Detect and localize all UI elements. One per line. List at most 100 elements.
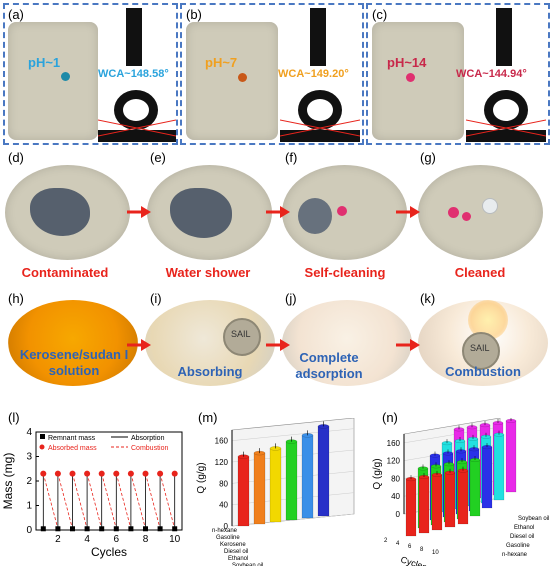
disk-cleaned — [418, 165, 543, 260]
combustion-line — [130, 473, 146, 529]
x-tick-label: 6 — [114, 534, 120, 545]
series-category-label: Ethanol — [514, 525, 534, 531]
bar — [431, 474, 443, 531]
y-tick-label: 0 — [224, 522, 229, 531]
combustion-line — [72, 473, 88, 529]
y-tick-label: 160 — [215, 437, 229, 446]
bar — [285, 441, 298, 521]
bar — [301, 435, 314, 519]
wca-label-b: WCA~149.20° — [278, 68, 349, 80]
droplet-b — [238, 73, 247, 82]
coin-text-k: SAIL — [470, 343, 490, 353]
remnant-point — [55, 526, 61, 532]
absorbed-point — [54, 470, 61, 477]
caption-combustion: Combustion — [445, 364, 521, 379]
panel-c-frame — [366, 3, 550, 145]
contaminant-patch-e — [170, 188, 232, 238]
y-tick-label: 80 — [219, 479, 228, 488]
bar — [493, 434, 505, 501]
y-tick-label: 0 — [396, 510, 401, 519]
y-axis-title: Q (g/g) — [372, 458, 383, 489]
chart-l-mass-cycles: 0 1 2 3 4 2 4 6 8 10 Cycles Mass (mg) Remnant mass Ab… — [1, 427, 183, 559]
contact-angle-image-a — [98, 8, 176, 142]
panel-label-c: (c) — [372, 7, 388, 22]
ph-label-a: pH~1 — [28, 55, 61, 70]
panel-label-f: (f) — [285, 150, 298, 165]
bar — [405, 478, 417, 537]
y-tick-label: 120 — [215, 458, 229, 467]
bar — [317, 426, 330, 517]
panel-label-e: (e) — [150, 150, 166, 165]
panel-label-l: (l) — [8, 410, 20, 425]
panel-label-n: (n) — [382, 410, 398, 425]
bar — [269, 448, 282, 523]
ph-label-b: pH~7 — [205, 55, 238, 70]
absorbed-point — [69, 470, 76, 477]
panel-label-j: (j) — [285, 291, 297, 306]
caption-absorbing: Absorbing — [177, 364, 243, 379]
y-tick-label: 120 — [387, 457, 401, 466]
series-category-label: Gasoline — [506, 543, 530, 549]
x-tick-label: 10 — [169, 534, 181, 545]
x-category-label: n-hexane — [212, 528, 238, 534]
arrow-right-icon — [127, 206, 151, 218]
bar — [444, 472, 456, 528]
contaminant-patch-f — [298, 198, 332, 234]
legend-absorbed: Absorbed mass — [48, 445, 97, 452]
panel-label-h: (h) — [8, 291, 24, 306]
bar — [469, 459, 481, 517]
x-axis-title: Cycles — [91, 545, 127, 559]
arrow-right-icon — [266, 206, 290, 218]
dish-kerosene — [8, 300, 138, 386]
panel-label-i: (i) — [150, 291, 162, 306]
wca-label-c: WCA~144.94° — [456, 68, 527, 80]
wca-label-a: WCA~148.58° — [98, 68, 169, 80]
absorbed-point — [157, 470, 164, 477]
series-category-label: n-hexane — [502, 552, 528, 558]
arrow-right-icon — [396, 339, 420, 351]
combustion-line — [159, 473, 176, 529]
caption-water-shower: Water shower — [165, 265, 251, 280]
bar — [237, 456, 250, 527]
absorbed-point — [98, 470, 105, 477]
remnant-point — [113, 526, 119, 532]
absorbed-point — [142, 470, 149, 477]
absorbed-point — [113, 470, 120, 477]
y-tick-label: 40 — [391, 492, 400, 501]
dish-complete-adsorption — [282, 300, 412, 386]
legend-remnant: Remnant mass — [48, 435, 96, 442]
panel-label-m: (m) — [198, 410, 218, 425]
x-tick-label: 8 — [143, 534, 149, 545]
x-category-label: Gasoline — [216, 535, 240, 541]
cycle-tick-label: 6 — [408, 544, 412, 550]
droplet-a — [61, 72, 70, 81]
absorbed-point — [127, 470, 134, 477]
coin-k — [462, 332, 500, 370]
droplet-g1 — [448, 207, 459, 218]
series-category-label: Diesel oil — [510, 534, 534, 540]
bar — [457, 470, 469, 525]
combustion-line — [42, 473, 59, 529]
bar — [481, 446, 493, 509]
panel-a-frame — [3, 3, 178, 145]
combustion-line — [145, 473, 161, 529]
arrow-right-icon — [396, 206, 420, 218]
absorbed-point — [171, 470, 178, 477]
remnant-point — [157, 526, 163, 532]
y-tick-label: 160 — [387, 439, 401, 448]
remnant-point — [40, 526, 46, 532]
combustion-line — [115, 473, 132, 529]
y-tick-label: 2 — [26, 476, 32, 487]
caption-kerosene: Kerosene/sudan I solution — [19, 347, 129, 378]
legend-marker-absorbed — [39, 444, 45, 450]
y-tick-label: 80 — [391, 474, 400, 483]
y-tick-label: 3 — [26, 452, 32, 463]
y-tick-label: 0 — [26, 525, 32, 536]
contaminant-patch-d — [30, 188, 90, 236]
panel-label-b: (b) — [186, 7, 202, 22]
remnant-point — [143, 526, 148, 532]
legend-absorption: Absorption — [131, 435, 165, 442]
caption-contaminated: Contaminated — [21, 265, 109, 280]
cycle-tick-label: 2 — [384, 538, 388, 544]
coin-text-i: SAIL — [231, 329, 251, 339]
